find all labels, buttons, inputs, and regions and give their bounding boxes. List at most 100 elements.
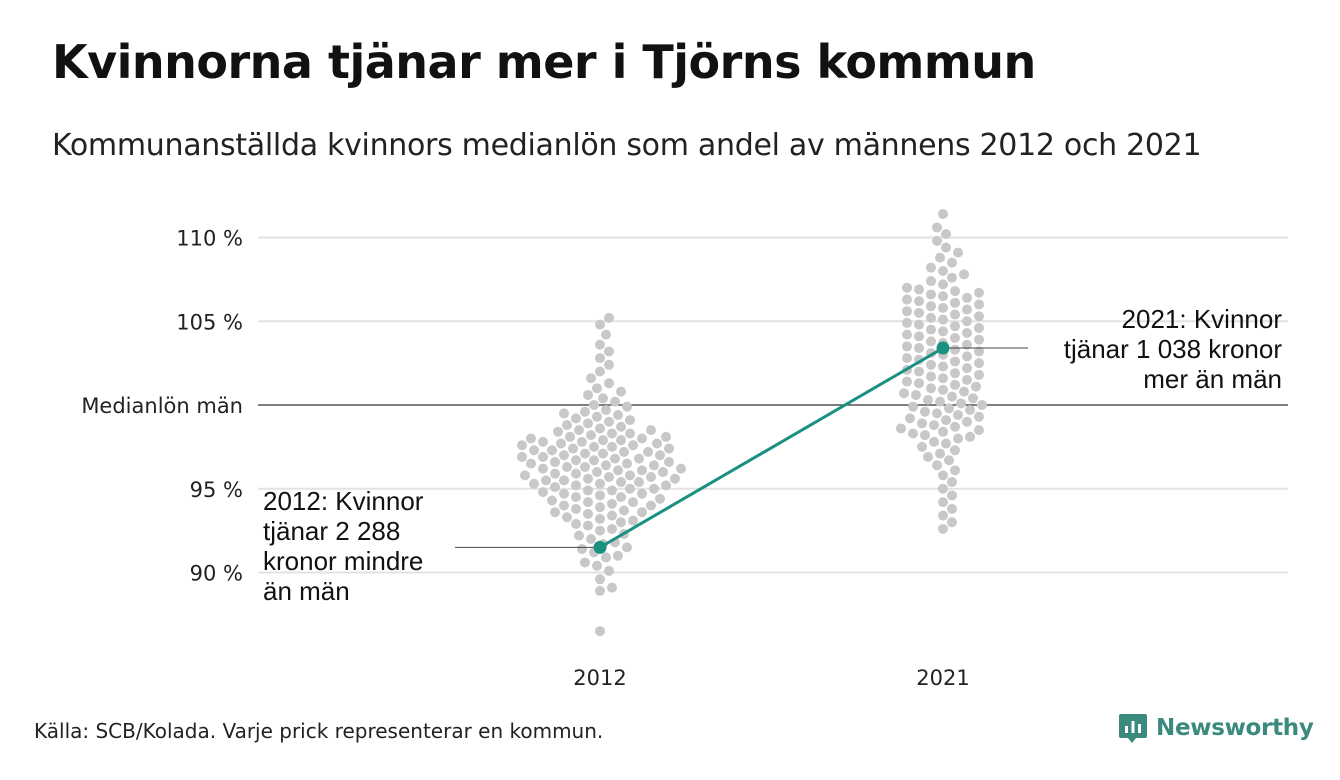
municipality-dot-2012 bbox=[574, 425, 584, 436]
municipality-dot-2012 bbox=[637, 507, 647, 518]
municipality-dot-2012 bbox=[634, 453, 644, 464]
municipality-dot-2012 bbox=[583, 473, 593, 484]
municipality-dot-2012 bbox=[586, 534, 596, 544]
municipality-dot-2021 bbox=[965, 405, 975, 416]
municipality-dot-2021 bbox=[938, 302, 948, 313]
municipality-dot-2021 bbox=[962, 292, 972, 303]
municipality-dot-2021 bbox=[962, 374, 972, 385]
municipality-dot-2021 bbox=[950, 321, 960, 332]
municipality-dot-2012 bbox=[610, 453, 620, 464]
municipality-dot-2021 bbox=[950, 286, 960, 297]
annotation-2012: 2012: Kvinnor tjänar 2 288 kronor mindre än… bbox=[263, 486, 424, 606]
municipality-dot-2021 bbox=[932, 222, 942, 233]
municipality-dot-2012 bbox=[598, 448, 608, 459]
y-tick-label: 105 % bbox=[176, 310, 243, 334]
municipality-dot-2021 bbox=[953, 247, 963, 258]
municipality-dot-2012 bbox=[520, 470, 530, 481]
municipality-dot-2012 bbox=[622, 401, 632, 412]
municipality-dot-2012 bbox=[595, 626, 605, 637]
municipality-dot-2021 bbox=[902, 329, 912, 340]
municipality-dot-2021 bbox=[947, 517, 957, 528]
municipality-dot-2021 bbox=[947, 391, 957, 402]
municipality-dot-2012 bbox=[583, 520, 593, 531]
municipality-dot-2012 bbox=[598, 435, 608, 446]
municipality-dot-2012 bbox=[559, 475, 569, 486]
municipality-dot-2021 bbox=[938, 523, 948, 534]
municipality-dot-2021 bbox=[947, 272, 957, 283]
municipality-dot-2012 bbox=[595, 339, 605, 350]
municipality-dot-2021 bbox=[914, 331, 924, 342]
municipality-dot-2012 bbox=[595, 513, 605, 524]
municipality-dot-2012 bbox=[601, 460, 611, 471]
beeswarm-dots bbox=[517, 209, 987, 637]
highlight-layer: 2012: Kvinnor tjänar 2 288 kronor mindre än… bbox=[263, 304, 1282, 606]
municipality-dot-2012 bbox=[604, 346, 614, 357]
municipality-dot-2021 bbox=[947, 490, 957, 501]
municipality-dot-2012 bbox=[676, 463, 686, 474]
municipality-dot-2021 bbox=[908, 401, 918, 412]
municipality-dot-2012 bbox=[580, 406, 590, 417]
municipality-dot-2012 bbox=[550, 468, 560, 479]
municipality-dot-2021 bbox=[938, 426, 948, 437]
municipality-dot-2021 bbox=[896, 423, 906, 434]
municipality-dot-2021 bbox=[926, 324, 936, 335]
municipality-dot-2021 bbox=[938, 510, 948, 521]
municipality-dot-2012 bbox=[622, 542, 632, 553]
municipality-dot-2012 bbox=[589, 441, 599, 452]
municipality-dot-2021 bbox=[950, 379, 960, 390]
municipality-dot-2012 bbox=[565, 431, 575, 442]
municipality-dot-2021 bbox=[935, 396, 945, 407]
municipality-dot-2021 bbox=[977, 400, 987, 410]
municipality-dot-2021 bbox=[962, 339, 972, 350]
y-tick-label: 110 % bbox=[176, 227, 243, 251]
municipality-dot-2012 bbox=[604, 565, 614, 576]
municipality-dot-2021 bbox=[932, 408, 942, 419]
municipality-dot-2021 bbox=[917, 418, 927, 429]
municipality-dot-2012 bbox=[607, 498, 617, 509]
municipality-dot-2012 bbox=[595, 502, 605, 513]
municipality-dot-2021 bbox=[950, 297, 960, 308]
municipality-dot-2021 bbox=[926, 383, 936, 394]
municipality-dot-2012 bbox=[580, 557, 590, 568]
municipality-dot-2012 bbox=[517, 440, 527, 451]
municipality-dot-2021 bbox=[938, 361, 948, 372]
municipality-dot-2012 bbox=[613, 410, 623, 421]
municipality-dot-2021 bbox=[926, 289, 936, 300]
municipality-dot-2021 bbox=[941, 242, 951, 253]
municipality-dot-2021 bbox=[938, 497, 948, 508]
municipality-dot-2012 bbox=[646, 472, 656, 483]
municipality-dot-2012 bbox=[619, 446, 629, 457]
municipality-dot-2012 bbox=[562, 512, 572, 523]
municipality-dot-2012 bbox=[592, 467, 602, 477]
municipality-dot-2021 bbox=[932, 235, 942, 246]
municipality-dot-2012 bbox=[580, 448, 590, 459]
municipality-dot-2021 bbox=[935, 448, 945, 459]
municipality-dot-2012 bbox=[604, 472, 614, 483]
municipality-dot-2021 bbox=[950, 344, 960, 355]
municipality-dot-2012 bbox=[541, 475, 551, 486]
municipality-dot-2012 bbox=[637, 433, 647, 444]
municipality-dot-2021 bbox=[923, 451, 933, 462]
municipality-dot-2012 bbox=[652, 438, 662, 449]
municipality-dot-2021 bbox=[950, 445, 960, 456]
municipality-dot-2012 bbox=[559, 450, 569, 461]
municipality-dot-2012 bbox=[550, 507, 560, 518]
municipality-dot-2012 bbox=[550, 456, 560, 467]
municipality-dot-2012 bbox=[607, 428, 617, 439]
municipality-dot-2021 bbox=[959, 386, 969, 397]
municipality-dot-2012 bbox=[595, 574, 605, 585]
municipality-dot-2021 bbox=[923, 394, 933, 405]
municipality-dot-2012 bbox=[574, 530, 584, 541]
municipality-dot-2012 bbox=[571, 413, 581, 424]
grid-lines bbox=[258, 236, 1288, 574]
municipality-dot-2012 bbox=[616, 492, 626, 503]
municipality-dot-2012 bbox=[607, 485, 617, 496]
newsworthy-logo[interactable]: Newsworthy bbox=[1118, 712, 1314, 744]
municipality-dot-2012 bbox=[526, 433, 536, 444]
municipality-dot-2012 bbox=[649, 460, 659, 471]
municipality-dot-2021 bbox=[938, 373, 948, 384]
municipality-dot-2021 bbox=[953, 410, 963, 421]
annotation-line: tjänar 2 288 bbox=[263, 516, 400, 546]
municipality-dot-2012 bbox=[583, 497, 593, 508]
municipality-dot-2012 bbox=[526, 458, 536, 469]
